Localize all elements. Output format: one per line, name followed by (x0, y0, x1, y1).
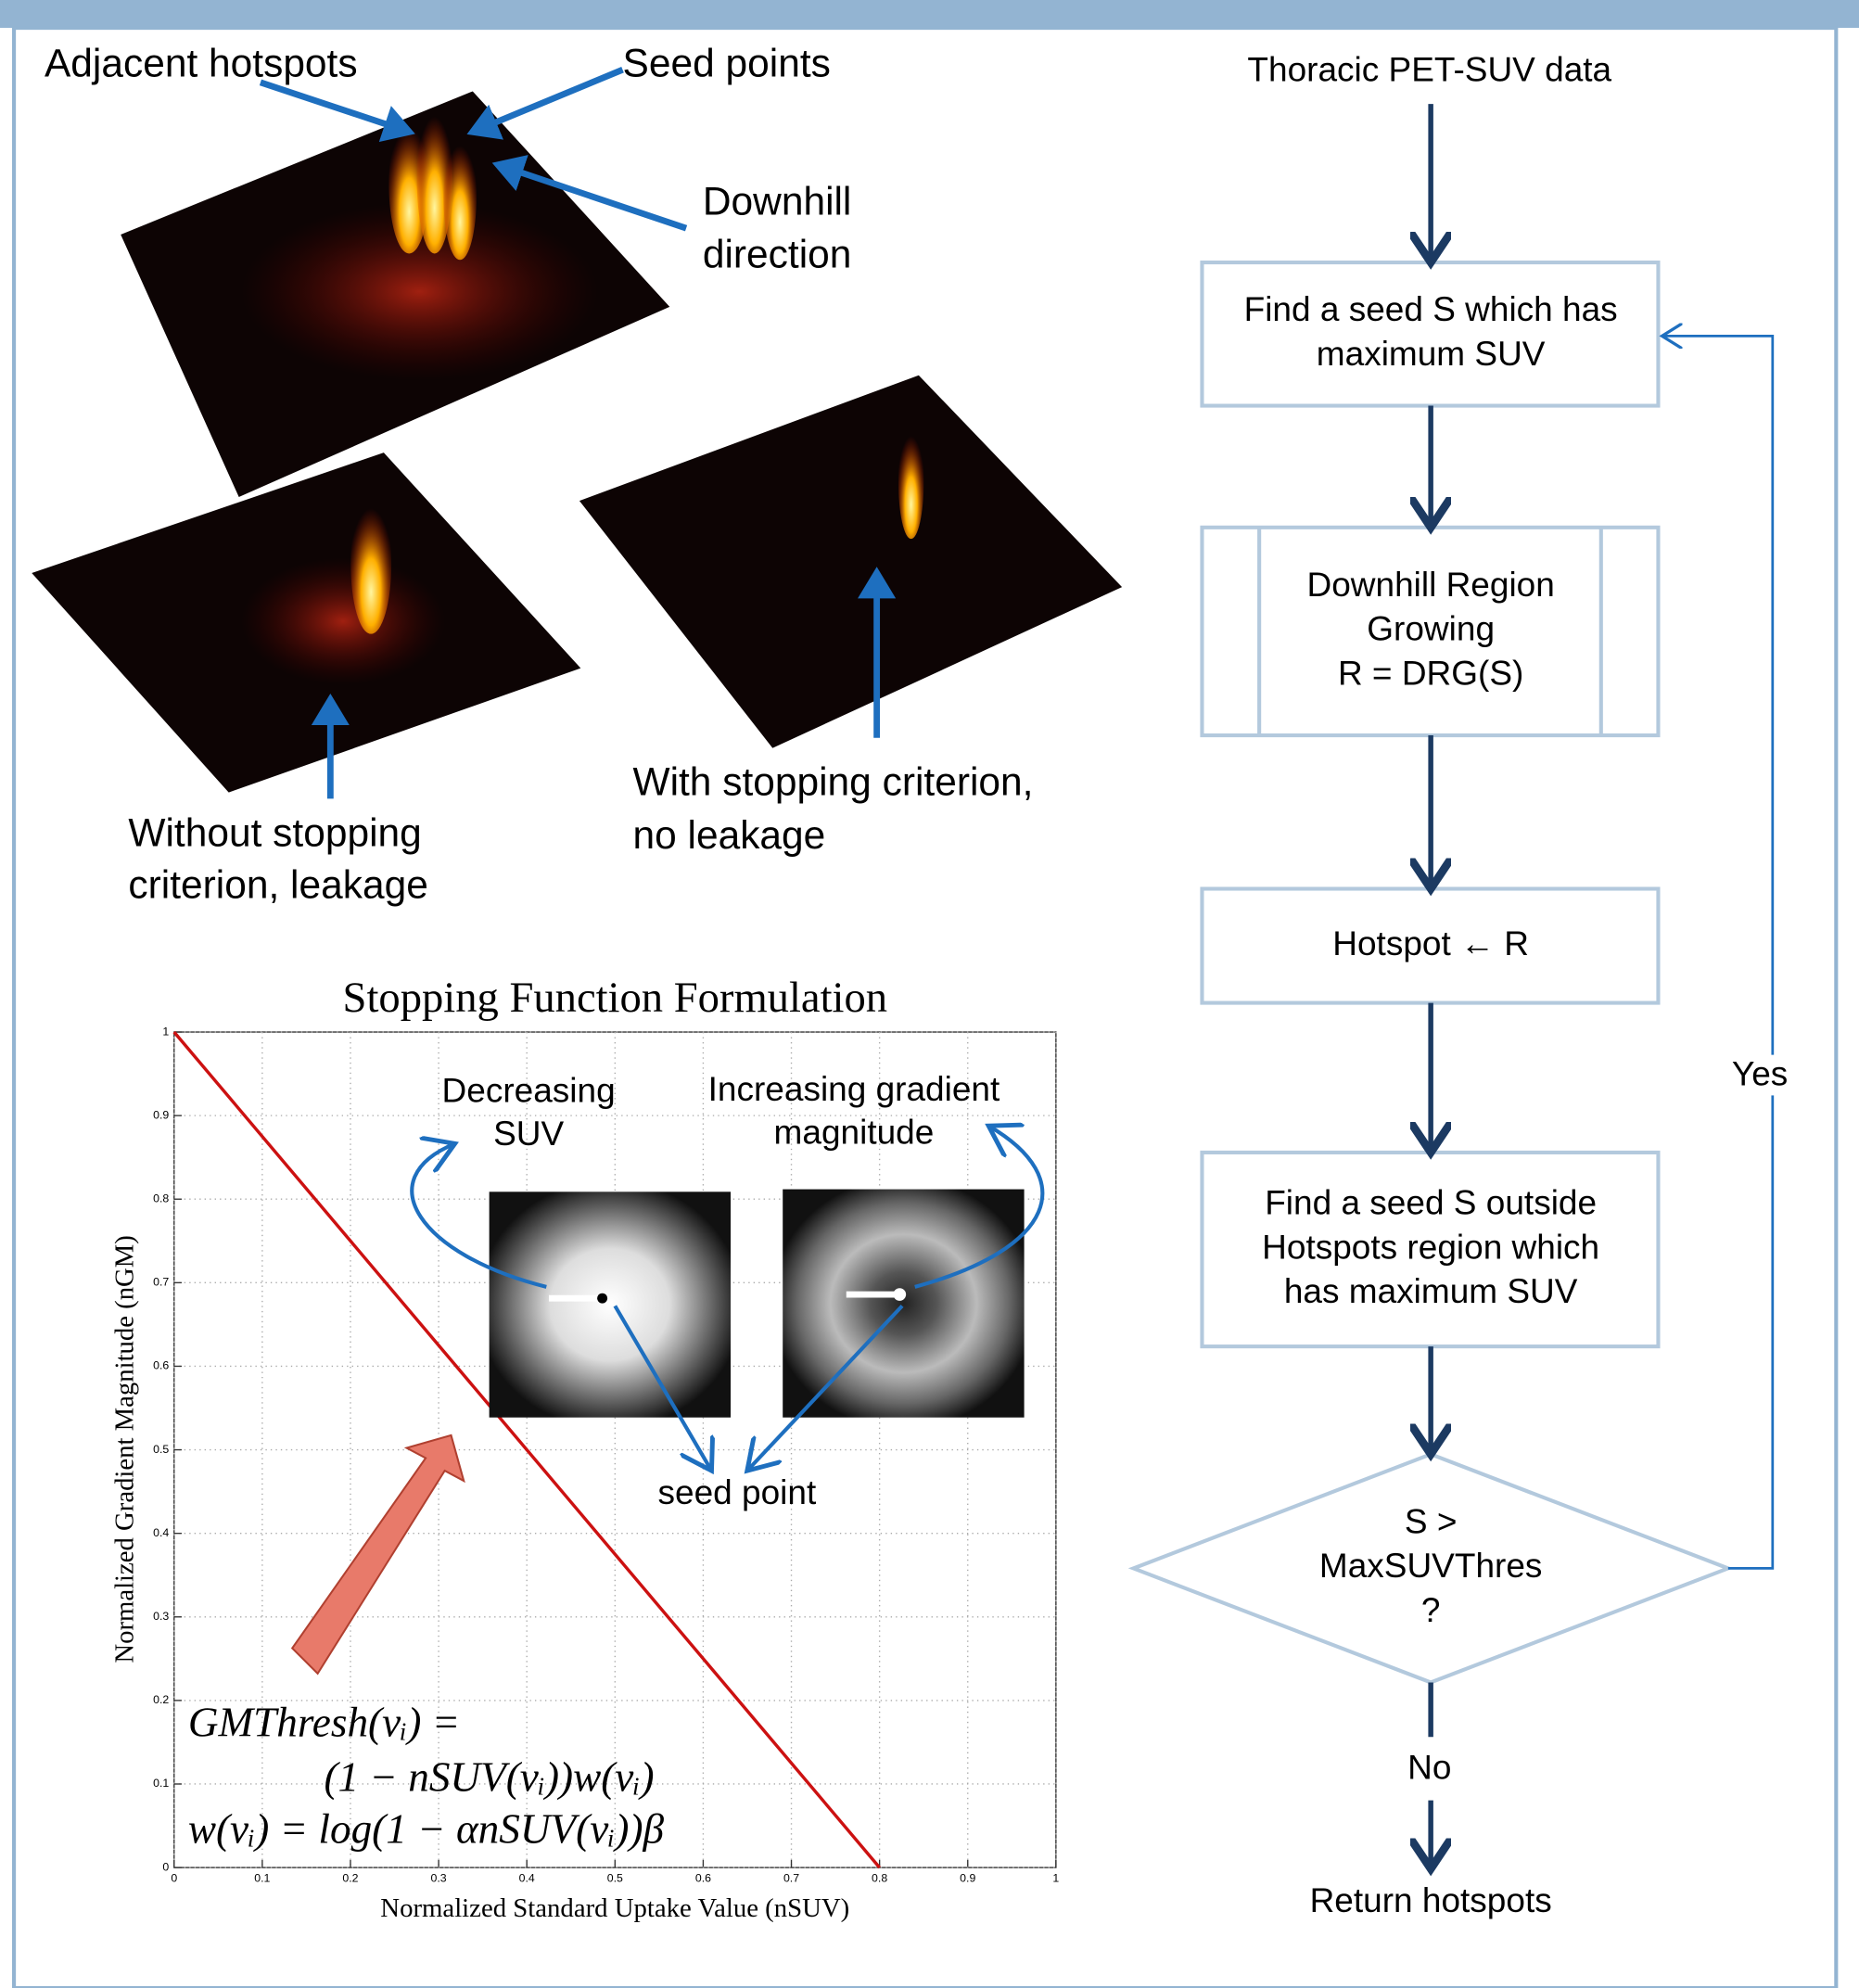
annotation: Adjacent hotspots (45, 41, 358, 84)
y-tick-label: 0.3 (153, 1610, 169, 1623)
flow-decision-text: ? (1421, 1591, 1441, 1629)
figure: Adjacent hotspots Seed points Downhill d… (0, 0, 1859, 1988)
annotation: magnitude (774, 1114, 935, 1152)
x-tick-label: 0.7 (783, 1872, 799, 1885)
y-axis-label: Normalized Gradient Magnitude (nGM) (110, 1235, 140, 1663)
flow-node-text: Find a seed S outside (1265, 1183, 1597, 1221)
annotation: Without stopping (128, 810, 421, 854)
chart-title: Stopping Function Formulation (343, 975, 888, 1022)
y-tick-label: 0.4 (153, 1526, 169, 1539)
flow-node-text: Downhill Region (1306, 566, 1554, 604)
banner (0, 0, 1859, 28)
flow-label: Yes (1732, 1055, 1788, 1093)
flow-start: Thoracic PET-SUV data (1247, 51, 1611, 89)
annotation: criterion, leakage (128, 862, 427, 906)
x-tick-label: 0.4 (519, 1872, 535, 1885)
x-axis-label: Normalized Standard Uptake Value (nSUV) (380, 1893, 849, 1923)
y-tick-label: 0.1 (153, 1777, 169, 1790)
x-tick-label: 0.6 (695, 1872, 711, 1885)
flow-node-text: Growing (1367, 610, 1495, 648)
y-tick-label: 1 (162, 1025, 169, 1038)
inset-dot (597, 1293, 607, 1304)
x-tick-label: 0.3 (431, 1872, 447, 1885)
inset-image (783, 1190, 1024, 1418)
x-tick-label: 0.9 (960, 1872, 975, 1885)
flow-node-text: Hotspot ← R (1332, 924, 1529, 962)
flow-decision-text: S > (1405, 1502, 1458, 1540)
annotation: Downhill (703, 179, 852, 223)
render-haze (241, 558, 444, 685)
x-tick-label: 0.2 (342, 1872, 358, 1885)
flow-node-text: Hotspots region which (1262, 1228, 1599, 1266)
y-tick-label: 0.2 (153, 1693, 169, 1706)
annotation: SUV (493, 1115, 564, 1153)
annotation: seed point (658, 1473, 817, 1511)
render-plane (579, 376, 1122, 748)
render-peak (350, 494, 391, 633)
y-tick-label: 0.7 (153, 1276, 169, 1289)
y-tick-label: 0.8 (153, 1192, 169, 1204)
annotation: direction (703, 233, 852, 276)
inset-image (490, 1192, 731, 1417)
annotation: no leakage (632, 813, 825, 857)
render-peak (443, 134, 477, 261)
y-tick-label: 0 (162, 1860, 169, 1873)
formula: w(vᵢ) = log(1 − αnSUV(vᵢ))β (188, 1806, 665, 1853)
annotation: Seed points (623, 41, 831, 84)
x-tick-label: 0.8 (872, 1872, 887, 1885)
x-tick-label: 1 (1052, 1872, 1059, 1885)
flow-node-text: maximum SUV (1317, 335, 1546, 373)
y-tick-label: 0.9 (153, 1108, 169, 1121)
flow-node-text: has maximum SUV (1284, 1272, 1578, 1310)
flow-end: Return hotspots (1310, 1881, 1552, 1919)
formula: GMThresh(vᵢ) = (188, 1700, 460, 1746)
x-tick-label: 0.1 (254, 1872, 270, 1885)
loop-arrow (1662, 336, 1773, 1568)
y-tick-label: 0.5 (153, 1443, 169, 1456)
flow-node-text: R = DRG(S) (1338, 655, 1523, 693)
annotation: Increasing gradient (708, 1070, 1000, 1108)
render-peak (898, 425, 923, 539)
y-tick-label: 0.6 (153, 1359, 169, 1372)
x-tick-label: 0.5 (607, 1872, 623, 1885)
x-tick-label: 0 (171, 1872, 177, 1885)
flow-decision-text: MaxSUVThres (1319, 1547, 1543, 1585)
flow-label: No (1407, 1749, 1451, 1787)
annotation: With stopping criterion, (632, 760, 1033, 804)
flow-node-text: Find a seed S which has (1244, 290, 1618, 328)
annotation: Decreasing (442, 1071, 616, 1109)
inset-dot (893, 1288, 906, 1301)
formula: (1 − nSUV(vᵢ))w(vᵢ) (324, 1754, 654, 1801)
